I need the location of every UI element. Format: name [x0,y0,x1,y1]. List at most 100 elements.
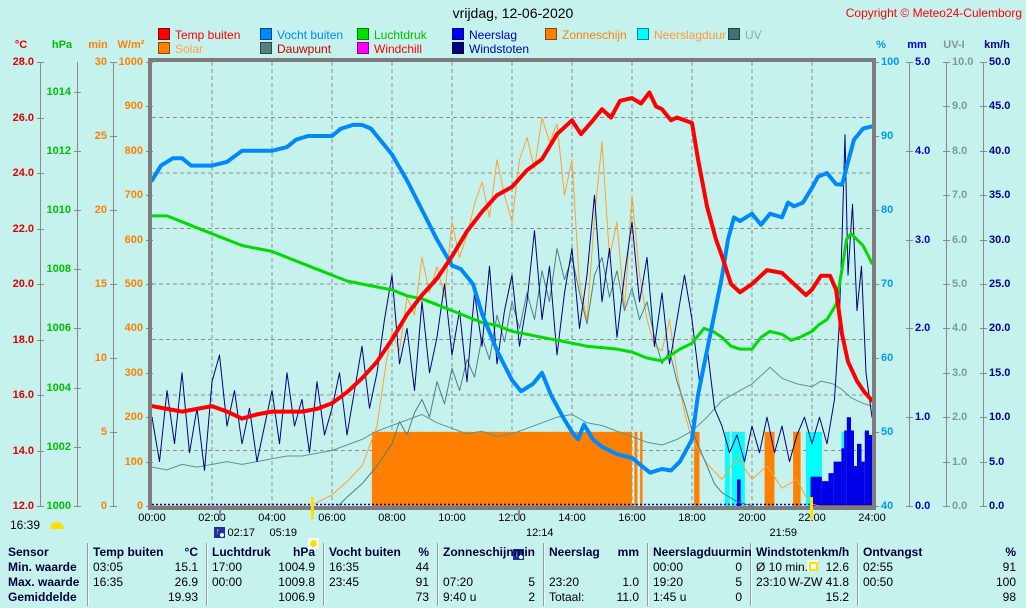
axis-tick-label: 1000 [46,500,71,512]
column-unit: min [730,545,752,559]
neerslag-bar [857,443,862,506]
axis-tick-label: 600 [124,233,143,246]
legend-color-swatch [728,28,740,40]
neerslag-bar [851,430,854,506]
axis-tick [74,328,81,330]
marker-time-label: 12:14 [525,527,554,539]
axis-tick-label: 26.0 [12,111,34,124]
legend-label: Dauwpunt [277,42,332,56]
cell-value: 15.2 [825,590,849,604]
axis-tick-label: 500 [124,278,143,290]
legend-color-swatch [357,28,369,40]
axis-tick [943,62,950,63]
copyright-text: Copyright © Meteo24-Culemborg [845,6,1022,20]
axis-tick-label: 1010 [46,204,71,216]
column-unit: min [513,545,536,559]
series-windstoten [152,134,872,471]
weather-chart-svg [152,62,872,506]
axis-tick-label: 7.0 [952,189,968,202]
sunset-tick [810,497,814,519]
column-unit: km/h [821,545,850,559]
table-cell: 98 [863,590,1016,605]
axis-tick [906,239,913,241]
cell-value: 91 [1002,560,1016,574]
axis-tick [37,284,44,285]
axis-tick-label: 100 [124,455,143,468]
axis-tick [37,228,44,230]
axis-tick-label: 0.0 [915,500,931,512]
cell-value: 0 [735,590,742,604]
cell-value: W-ZW 41.8 [788,575,849,589]
axis-tick [110,210,117,211]
cell-value: 1006.9 [278,590,315,604]
zonneschijn-bar [694,432,700,506]
table-cell: 03:05 15.1 [93,560,198,575]
zonneschijn-bar [634,432,638,506]
axis-tick-label: 200 [124,411,143,424]
axis-unit-UV-I: UV-I [943,39,965,51]
neerslag-bar [810,476,822,506]
axis-tick [980,106,987,108]
neerslag-bar [833,461,842,506]
cell-time: 03:05 [93,560,124,574]
axis-tick-label: 5.0 [952,278,968,290]
axis-tick [943,284,950,285]
table-cell: 9:40 u 2 [443,590,535,605]
axis-tick [110,358,117,359]
table-divider [857,543,858,606]
axis-tick [943,506,950,507]
column-name: Windstoten [756,545,822,559]
axis-tick [943,328,950,330]
cell-value: 2 [528,590,535,604]
cell-time: 00:00 [653,560,684,574]
cell-time: 16:35 [329,560,360,574]
axis-tick-label: 4.0 [952,322,968,335]
table-cell: 19:20 5 [653,575,742,590]
table-row-label: Min. waarde [8,560,79,575]
legend-color-swatch [158,28,170,40]
axis-tick [74,210,81,211]
legend-color-swatch [452,28,464,40]
table-divider [647,543,648,606]
table-cell: 00:50 100 [863,575,1016,590]
table-header-zonneschijn: Zonneschijn min [443,545,535,560]
cell-value: 12.6 [825,560,849,574]
moonrise-icon: ↑ [214,526,226,538]
axis-tick-label: 90 [881,130,894,142]
axis-tick [37,450,44,452]
axis-tick-label: 40 [881,500,894,512]
column-name: Zonneschijn [443,545,514,559]
column-name: Temp buiten [93,545,164,559]
cell-time: 23:45 [329,575,360,589]
axis-tick-label: 50 [881,426,894,438]
axis-tick-label: 28.0 [12,56,34,68]
table-row-label: Gemiddelde [8,590,79,605]
table-header-neerslag: Neerslag mm [549,545,639,560]
axis-tick-label: 0.0 [989,500,1005,512]
cell-time: 16:35 [93,575,124,589]
axis-tick [943,372,950,374]
axis-tick [980,461,987,463]
row-label-text: Min. waarde [8,560,77,574]
axis-tick-label: 2.0 [952,411,968,424]
axis-tick-label: 50.0 [989,56,1011,68]
axis-tick [37,173,44,174]
axis-tick-label: 70 [881,278,894,290]
row-label-text: Gemiddelde [8,590,77,604]
column-name: Luchtdruk [212,545,271,559]
legend-label: Luchtdruk [374,28,427,42]
axis-tick-label: 1004 [46,381,71,394]
series-temp-buiten [152,90,872,421]
neerslag-bar [864,430,869,506]
axis-tick-label: 9.0 [952,100,968,113]
zonneschijn-bar [793,432,801,506]
cell-time: 00:00 [212,575,243,589]
neerslag-bar [737,479,741,506]
neerslag-bar [828,473,834,506]
axis-tick-label: 22.0 [12,222,34,235]
axis-tick [37,339,44,341]
column-unit: °C [184,545,198,559]
sunset-icon [807,560,819,571]
axis-tick-label: 10.0 [989,411,1011,424]
table-header-temp-buiten: Temp buiten °C [93,545,198,560]
